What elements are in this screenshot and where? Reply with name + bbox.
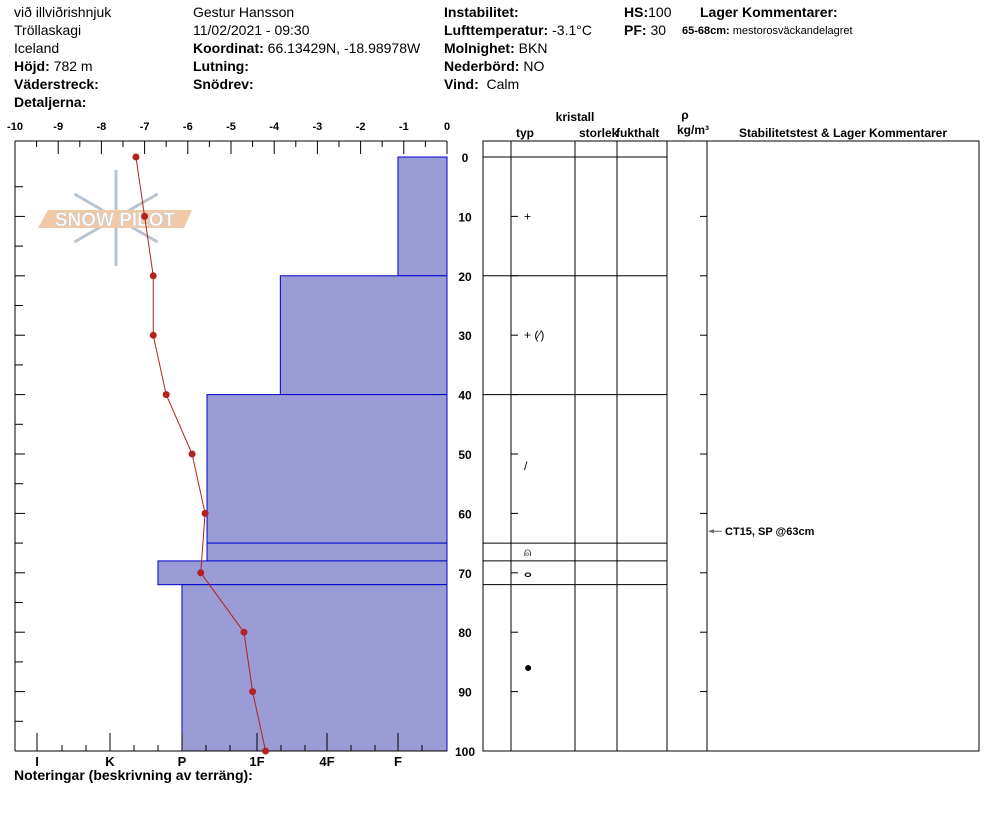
hardness-bar	[279, 275, 448, 396]
coordinates: Koordinat: 66.13429N, -18.98978W	[193, 40, 421, 56]
temperature-point	[149, 272, 157, 280]
temperature-point	[141, 212, 149, 220]
depth-tick-label: 50	[458, 448, 472, 462]
temperature-tick-label: 0	[444, 121, 450, 133]
hardness-tick-label: K	[105, 754, 115, 769]
temperature-tick-label: -10	[7, 121, 23, 133]
hardness-tick-label: 1F	[249, 754, 264, 769]
precipitation: Nederbörd: NO	[444, 58, 545, 74]
depth-tick-label: 40	[458, 389, 472, 403]
notes-label: Noteringar (beskrivning av terräng):	[14, 767, 253, 783]
hs: HS:100	[624, 4, 672, 20]
hardness-bar	[206, 394, 448, 544]
logo-text: SNOW PILOT	[55, 210, 176, 231]
header-density-unit: kg/m³	[677, 123, 709, 137]
temperature-tick-label: -2	[356, 121, 366, 133]
grain-type-symbol: /	[524, 459, 528, 473]
hardness-bar	[397, 156, 448, 277]
hardness-bar	[181, 584, 448, 752]
depth-tick-label: 30	[458, 329, 472, 343]
temperature-tick-label: -1	[399, 121, 409, 133]
air-temperature: Lufttemperatur: -3.1°C	[444, 22, 592, 38]
temperature-point	[201, 509, 209, 517]
layer-comment: 65-68cm: mestorosväckandelagret	[682, 25, 853, 37]
hardness-tick-label: 4F	[319, 754, 334, 769]
slope-label: Lutning:	[193, 58, 249, 74]
header-storlek: storlek	[579, 126, 619, 140]
observer: Gestur Hansson	[193, 4, 295, 20]
temperature-tick-label: -9	[53, 121, 63, 133]
grain-type-symbol: ⴰ	[524, 566, 532, 580]
hardness-tick-label: F	[394, 754, 402, 769]
header-rho: ρ	[681, 108, 688, 122]
hardness-tick-label: P	[178, 754, 187, 769]
hardness-tick-label: I	[35, 754, 39, 769]
temperature-point	[149, 331, 157, 339]
temperature-tick-label: -7	[140, 121, 150, 133]
temperature-point	[188, 450, 196, 458]
grain-type-symbol: ⍝	[524, 545, 531, 559]
grain-type-symbol: ●	[524, 659, 532, 675]
temperature-tick-label: -5	[226, 121, 236, 133]
header-comments: Stabilitetstest & Lager Kommentarer	[739, 126, 947, 140]
temperature-point	[262, 747, 270, 755]
range: Tröllaskagi	[14, 22, 82, 38]
grain-type-symbol: + (⁄)	[524, 328, 544, 342]
location: við illviðrishnjuk	[14, 4, 112, 20]
logo-banner	[38, 210, 192, 228]
temperature-tick-label: -3	[313, 121, 323, 133]
temperature-point	[240, 628, 248, 636]
elevation: Höjd: 782 m	[14, 58, 93, 74]
header-typ: typ	[516, 126, 534, 140]
depth-tick-label: 70	[458, 567, 472, 581]
depth-tick-label: 20	[458, 270, 472, 284]
grain-type-symbol: +	[524, 209, 531, 223]
aspect-label: Väderstreck:	[14, 76, 99, 92]
layer-table-frame	[482, 140, 980, 752]
temperature-point	[249, 688, 257, 696]
temperature-point	[132, 153, 140, 161]
sky-cover: Molnighet: BKN	[444, 40, 548, 56]
wind: Vind: Calm	[444, 76, 520, 92]
temperature-point	[197, 569, 205, 577]
drift-label: Snödrev:	[193, 76, 254, 92]
depth-tick-label: 10	[458, 210, 472, 224]
header-fukthalt: fukthalt	[616, 126, 659, 140]
depth-tick-label: 0	[462, 151, 469, 165]
country: Iceland	[14, 40, 60, 56]
details-label: Detaljerna:	[14, 94, 87, 110]
hardness-bar	[206, 542, 448, 562]
stability-test-result: CT15, SP @63cm	[725, 526, 815, 538]
layer-comments-label: Lager Kommentarer:	[700, 4, 838, 20]
pf: PF: 30	[624, 22, 667, 38]
datetime: 11/02/2021 - 09:30	[193, 22, 310, 38]
temperature-tick-label: -8	[97, 121, 107, 133]
depth-tick-label: 90	[458, 686, 472, 700]
temperature-tick-label: -4	[269, 121, 280, 133]
arrow-head-icon	[708, 529, 714, 534]
instability-label: Instabilitet:	[444, 4, 519, 20]
header-kristall: kristall	[556, 110, 595, 124]
depth-tick-label: 100	[455, 745, 475, 759]
depth-tick-label: 60	[458, 507, 472, 521]
depth-tick-label: 80	[458, 626, 472, 640]
temperature-point	[162, 391, 170, 399]
temperature-tick-label: -6	[183, 121, 193, 133]
